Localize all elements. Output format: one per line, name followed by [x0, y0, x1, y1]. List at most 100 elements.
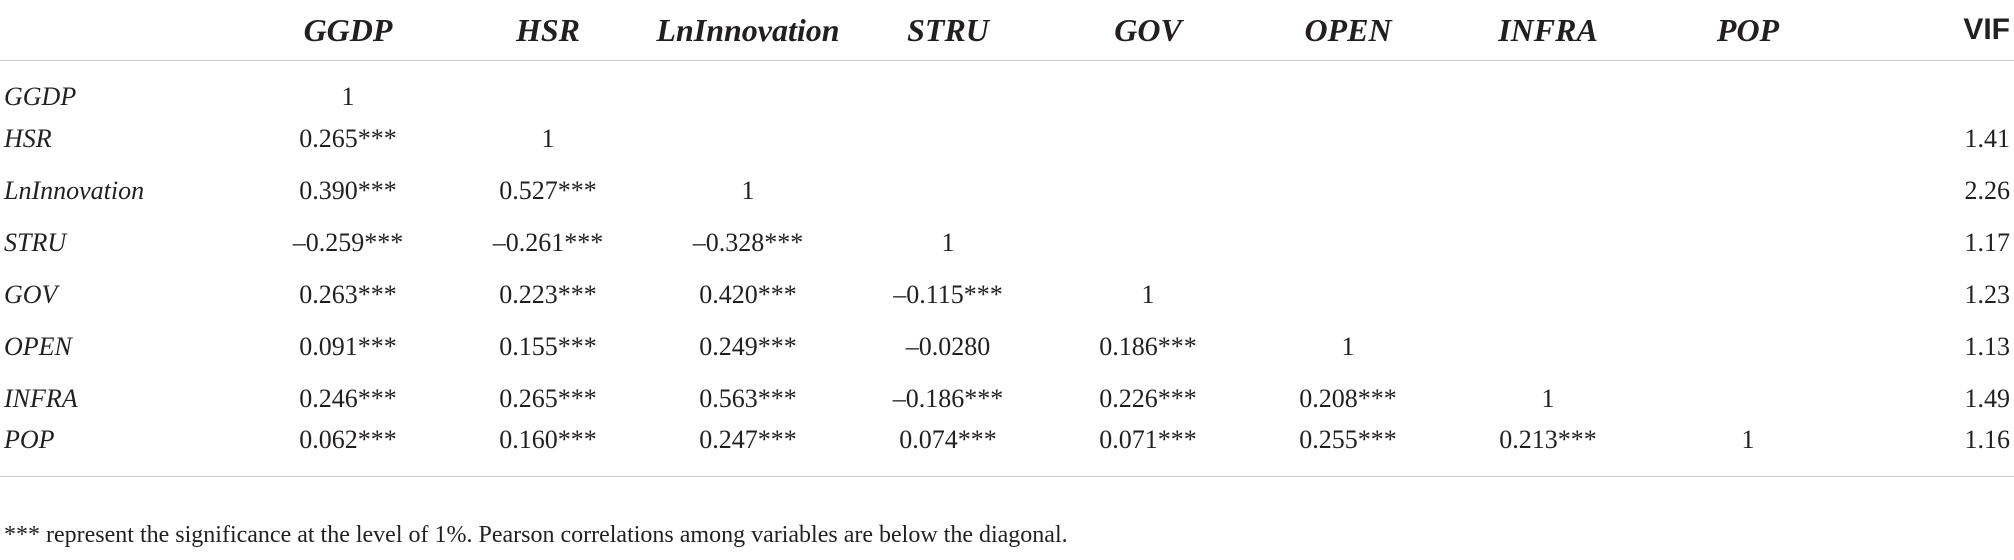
header-corner — [0, 0, 248, 61]
vif-cell: 1.13 — [1964, 331, 2011, 361]
table-cell: 0.223*** — [499, 279, 597, 309]
table-row: HSR 0.265*** 1 1.41 — [0, 113, 2014, 165]
header-pop: POP — [1648, 0, 1848, 61]
table-row: OPEN 0.091*** 0.155*** 0.249*** –0.0280 … — [0, 321, 2014, 373]
header-open: OPEN — [1248, 0, 1448, 61]
table-cell — [1648, 321, 1848, 373]
table-cell — [1448, 61, 1648, 113]
table-cell — [648, 113, 848, 165]
table-cell — [448, 61, 648, 113]
table-cell: 0.390*** — [299, 175, 397, 205]
table-cell: 0.265*** — [499, 383, 597, 413]
table-cell — [1648, 61, 1848, 113]
table-cell: 1 — [1648, 424, 1848, 477]
table-cell — [1248, 165, 1448, 217]
table-cell: –0.328*** — [692, 227, 804, 257]
row-label: GGDP — [4, 81, 77, 111]
table-cell: 0.186*** — [1099, 331, 1197, 361]
header-hsr: HSR — [448, 0, 648, 61]
table-cell: –0.186*** — [892, 383, 1004, 413]
row-label: OPEN — [4, 331, 72, 361]
table-cell: 0.255*** — [1248, 424, 1448, 477]
table-cell — [1248, 61, 1448, 113]
table-cell — [1648, 217, 1848, 269]
table-row: INFRA 0.246*** 0.265*** 0.563*** –0.186*… — [0, 373, 2014, 425]
row-label: LnInnovation — [4, 175, 145, 205]
table-cell: 0.265*** — [299, 123, 397, 153]
row-label: INFRA — [4, 383, 78, 413]
table-row: GGDP 1 — [0, 61, 2014, 113]
table-cell — [1648, 269, 1848, 321]
table-footnote: *** represent the significance at the le… — [4, 522, 1068, 548]
table-cell — [1248, 217, 1448, 269]
table-row: STRU –0.259*** –0.261*** –0.328*** 1 1.1… — [0, 217, 2014, 269]
table-cell: 0.062*** — [248, 424, 448, 477]
table-cell — [1448, 269, 1648, 321]
table-cell: 0.249*** — [699, 331, 797, 361]
table-cell: –0.115*** — [893, 279, 1003, 309]
table-cell: 0.160*** — [448, 424, 648, 477]
table-cell — [848, 61, 1048, 113]
vif-cell: 1.17 — [1964, 227, 2011, 257]
table-cell — [648, 61, 848, 113]
table-cell — [1048, 61, 1248, 113]
table-cell: 0.246*** — [299, 383, 397, 413]
table-cell: 1 — [341, 81, 355, 111]
table-cell — [1648, 373, 1848, 425]
table-cell: 1 — [741, 175, 755, 205]
vif-cell: 1.49 — [1964, 383, 2011, 413]
header-lninnovation: LnInnovation — [648, 0, 848, 61]
table-cell — [1048, 113, 1248, 165]
table-cell: 0.420*** — [699, 279, 797, 309]
table-cell: 0.563*** — [699, 383, 797, 413]
table-cell — [1448, 217, 1648, 269]
vif-cell: 1.16 — [1848, 424, 2014, 477]
table-cell: 1 — [1341, 331, 1355, 361]
header-infra: INFRA — [1448, 0, 1648, 61]
table-cell: 0.213*** — [1448, 424, 1648, 477]
table-cell: 0.263*** — [299, 279, 397, 309]
header-ggdp: GGDP — [248, 0, 448, 61]
table-cell: 0.091*** — [299, 331, 397, 361]
row-label: HSR — [4, 123, 52, 153]
table-cell — [1248, 269, 1448, 321]
table-cell: 0.226*** — [1099, 383, 1197, 413]
table-cell: 0.071*** — [1048, 424, 1248, 477]
vif-cell — [1848, 61, 2014, 113]
correlation-table-container: GGDP HSR LnInnovation STRU GOV OPEN INFR… — [0, 0, 2014, 477]
table-cell: 0.074*** — [848, 424, 1048, 477]
table-cell: –0.0280 — [905, 331, 991, 361]
table-cell — [1648, 165, 1848, 217]
table-cell — [1448, 113, 1648, 165]
row-label: STRU — [4, 227, 67, 257]
correlation-table: GGDP HSR LnInnovation STRU GOV OPEN INFR… — [0, 0, 2014, 477]
vif-cell: 1.23 — [1964, 279, 2011, 309]
table-cell: 0.155*** — [499, 331, 597, 361]
table-cell — [1048, 217, 1248, 269]
table-cell — [1048, 165, 1248, 217]
table-cell — [1448, 165, 1648, 217]
table-cell — [1648, 113, 1848, 165]
table-cell: 0.247*** — [648, 424, 848, 477]
table-row: POP 0.062*** 0.160*** 0.247*** 0.074*** … — [0, 424, 2014, 477]
row-label: POP — [0, 424, 248, 477]
table-cell: 1 — [541, 123, 555, 153]
table-row: GOV 0.263*** 0.223*** 0.420*** –0.115***… — [0, 269, 2014, 321]
vif-cell: 2.26 — [1964, 175, 2011, 205]
table-cell: –0.259*** — [292, 227, 404, 257]
table-cell: 0.208*** — [1299, 383, 1397, 413]
table-cell — [1448, 321, 1648, 373]
header-stru: STRU — [848, 0, 1048, 61]
table-cell: –0.261*** — [492, 227, 604, 257]
vif-cell: 1.41 — [1964, 123, 2011, 153]
table-cell: 1 — [1541, 383, 1555, 413]
table-cell: 0.527*** — [499, 175, 597, 205]
table-cell: 1 — [941, 227, 955, 257]
row-label: GOV — [4, 279, 58, 309]
table-row: LnInnovation 0.390*** 0.527*** 1 2.26 — [0, 165, 2014, 217]
header-gov: GOV — [1048, 0, 1248, 61]
table-cell — [848, 113, 1048, 165]
table-cell — [848, 165, 1048, 217]
table-cell: 1 — [1141, 279, 1155, 309]
table-cell — [1248, 113, 1448, 165]
